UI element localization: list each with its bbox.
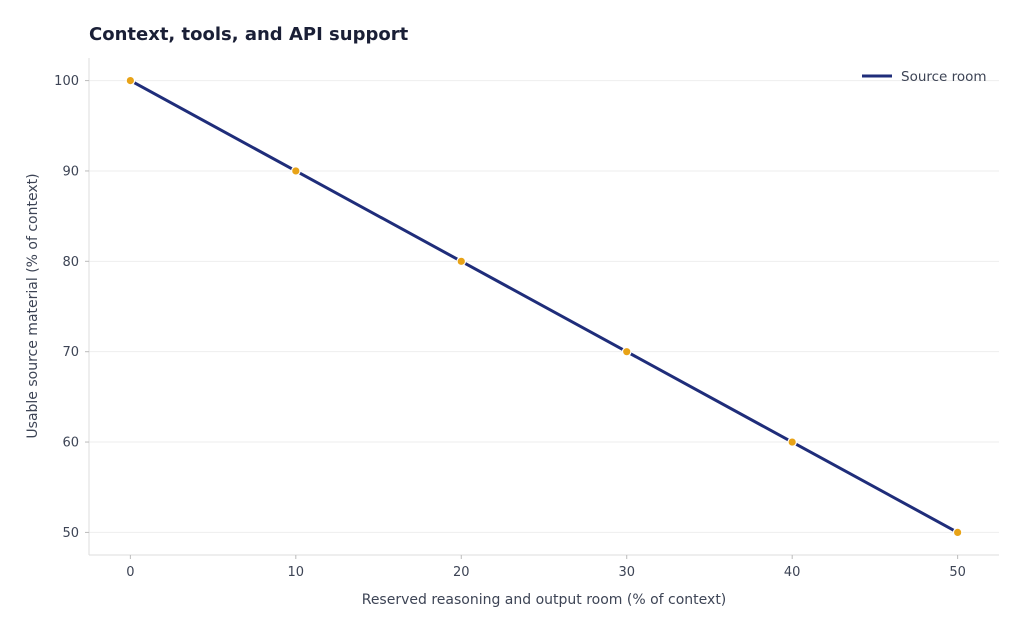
x-tick-label-50: 50 — [949, 565, 966, 580]
data-point-40 — [787, 437, 797, 447]
y-tick-label-70: 70 — [62, 345, 79, 360]
y-tick-label-50: 50 — [62, 526, 79, 541]
data-point-50 — [952, 527, 963, 538]
data-point-30 — [621, 346, 632, 357]
y-tick-label-60: 60 — [62, 436, 79, 451]
legend-label-source-room: Source room — [901, 69, 987, 85]
data-point-10 — [291, 166, 301, 176]
x-tick-label-40: 40 — [784, 565, 801, 580]
x-tick-label-10: 10 — [288, 565, 305, 580]
series-layer — [125, 75, 963, 538]
series-line-0 — [128, 79, 960, 534]
y-tick-label-80: 80 — [62, 255, 79, 270]
chart-title: Context, tools, and API support — [89, 24, 409, 45]
y-tick-label-100: 100 — [54, 74, 79, 89]
x-axis-ticks: 0 10 20 30 40 50 — [126, 555, 966, 580]
data-point-20 — [456, 256, 467, 267]
y-tick-label-90: 90 — [62, 164, 79, 179]
y-axis-label: Usable source material (% of context) — [25, 173, 41, 438]
x-tick-label-30: 30 — [618, 565, 635, 580]
grid-lines — [89, 80, 999, 533]
data-point-0 — [125, 75, 136, 86]
x-tick-label-20: 20 — [453, 565, 470, 580]
x-tick-label-0: 0 — [126, 565, 134, 580]
legend: Source room — [862, 69, 987, 85]
x-axis-label: Reserved reasoning and output room (% of… — [362, 592, 727, 608]
y-axis-ticks: 50 60 70 80 90 100 — [54, 74, 89, 541]
